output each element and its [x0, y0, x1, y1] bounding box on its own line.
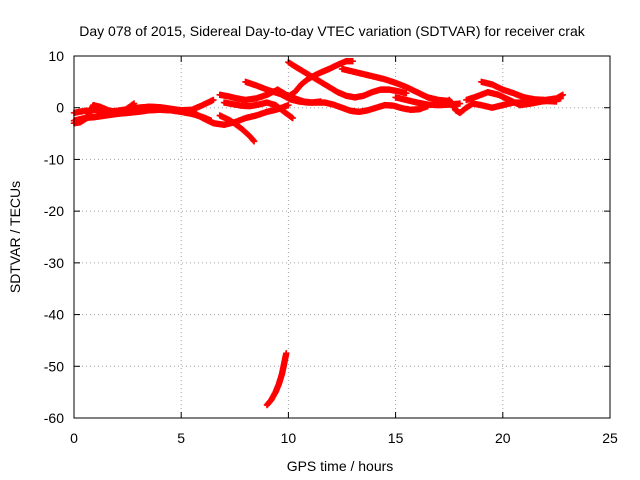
data-point — [349, 57, 356, 65]
chart-title: Day 078 of 2015, Sidereal Day-to-day VTE… — [79, 23, 585, 39]
x-axis-title: GPS time / hours — [287, 458, 394, 474]
ticks: 0 5 10 15 20 25 10 0 -10 -20 -30 -40 -50 -60 — [44, 48, 618, 446]
y-tick-label: 10 — [48, 48, 64, 64]
x-tick-label: 0 — [70, 430, 78, 446]
y-tick-label: -20 — [44, 203, 64, 219]
x-tick-label: 25 — [602, 430, 618, 446]
x-tick-label: 20 — [495, 430, 511, 446]
series-track-p — [263, 350, 290, 409]
y-tick-label: -40 — [44, 307, 64, 323]
y-tick-label: 0 — [56, 100, 64, 116]
y-tick-label: -10 — [44, 151, 64, 167]
series-track-j — [278, 91, 431, 116]
series-track-c — [70, 100, 138, 127]
data-point — [557, 95, 564, 102]
x-tick-label: 15 — [388, 430, 404, 446]
x-tick-label: 10 — [281, 430, 297, 446]
series-track-g — [220, 99, 296, 122]
series-track-d — [190, 101, 292, 128]
series-track-i — [285, 59, 410, 101]
data-point — [250, 138, 258, 145]
series-track-l — [392, 94, 464, 109]
y-axis-title: SDTVAR / TECUs — [7, 181, 23, 293]
data-point — [289, 114, 296, 122]
plot-frame — [73, 55, 611, 419]
series-track-o — [463, 89, 564, 109]
y-tick-label: -30 — [44, 255, 64, 271]
data-point — [130, 100, 138, 107]
data-point — [283, 350, 290, 357]
y-tick-label: -60 — [44, 410, 64, 426]
data-point — [456, 100, 464, 107]
data-point — [559, 91, 567, 98]
y-tick-label: -50 — [44, 358, 64, 374]
series-track-e — [216, 112, 258, 145]
data-point — [210, 96, 217, 104]
series-track-k — [338, 65, 453, 105]
data-point — [403, 90, 410, 97]
data-series — [70, 57, 567, 409]
data-point — [285, 101, 292, 109]
x-tick-label: 5 — [177, 430, 185, 446]
